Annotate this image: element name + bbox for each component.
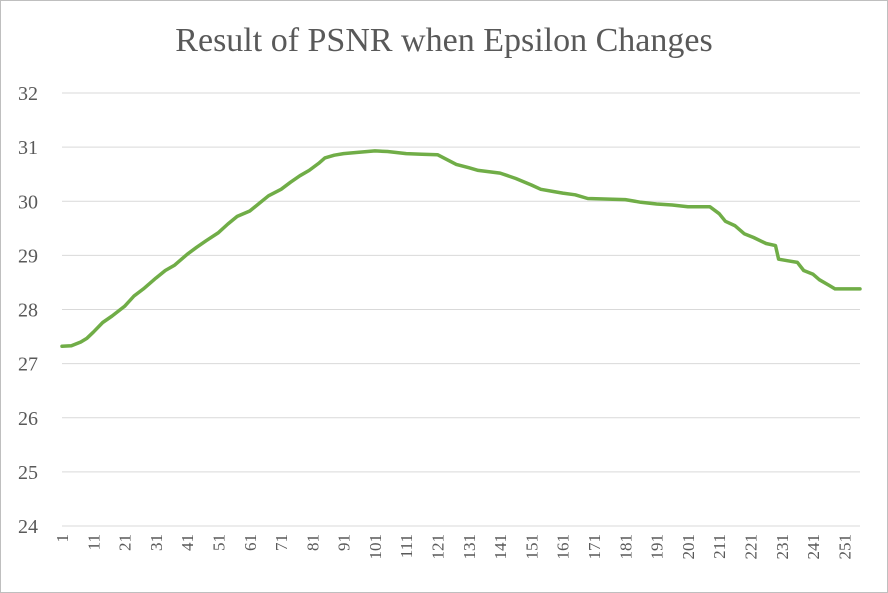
series-line-0 [60,149,862,349]
x-tick-label: 71 [272,534,291,551]
x-tick-label: 181 [616,534,635,560]
x-tick-label: 221 [741,534,760,560]
x-tick-label: 161 [554,534,573,560]
x-tick-label: 251 [835,534,854,560]
x-tick-label: 1 [53,534,72,543]
y-axis-ticks: 24 25 26 27 28 29 30 31 32 [18,83,38,538]
y-tick-label: 28 [18,300,38,322]
series-layer [60,149,862,349]
x-axis-ticks: 1 11 21 31 41 51 61 71 81 91 101 111 121 131 141 151 161… [53,534,854,560]
x-tick-label: 141 [491,534,510,560]
x-tick-label: 81 [303,534,322,551]
y-tick-label: 25 [18,462,38,484]
x-tick-label: 101 [366,534,385,560]
x-tick-label: 21 [116,534,135,551]
y-tick-label: 24 [18,516,38,538]
x-tick-label: 171 [585,534,604,560]
x-tick-label: 231 [773,534,792,560]
y-tick-label: 31 [18,137,38,159]
x-tick-label: 41 [178,534,197,551]
x-tick-label: 91 [335,534,354,551]
x-tick-label: 191 [648,534,667,560]
x-tick-label: 131 [460,534,479,560]
y-tick-label: 32 [18,83,38,105]
x-tick-label: 241 [804,534,823,560]
x-tick-label: 201 [679,534,698,560]
x-tick-label: 121 [429,534,448,560]
x-tick-label: 31 [147,534,166,551]
x-tick-label: 111 [397,534,416,558]
x-tick-label: 151 [522,534,541,560]
y-tick-label: 26 [18,408,38,430]
y-tick-label: 30 [18,191,38,213]
gridlines [62,92,860,527]
x-tick-label: 11 [84,534,103,550]
x-tick-label: 51 [209,534,228,551]
y-tick-label: 29 [18,245,38,267]
x-tick-label: 61 [241,534,260,551]
y-tick-label: 27 [18,354,38,376]
x-tick-label: 211 [710,534,729,559]
chart-title: Result of PSNR when Epsilon Changes [175,22,713,59]
